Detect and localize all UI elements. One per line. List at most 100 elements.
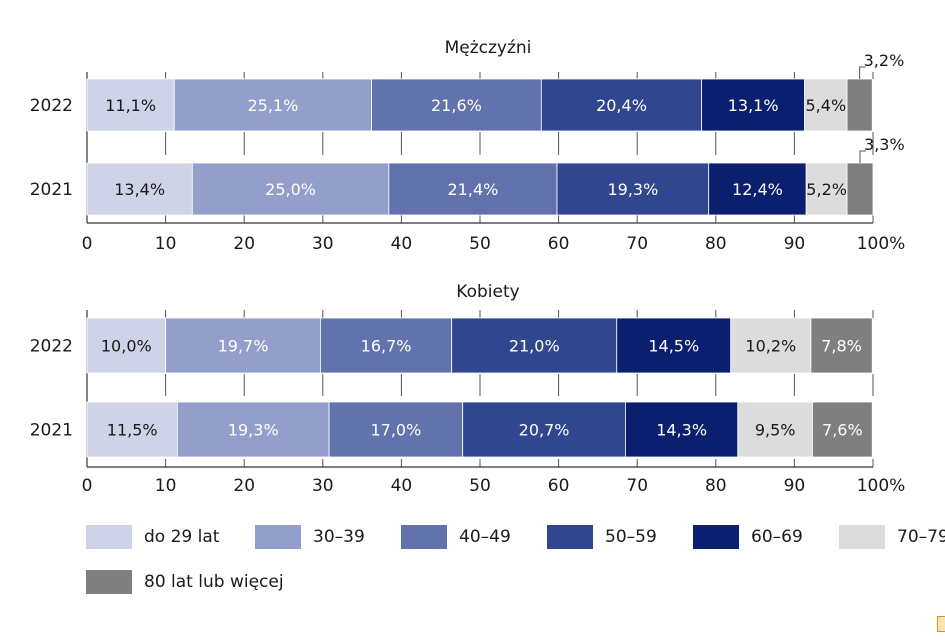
row-label: 2021	[30, 421, 73, 441]
legend-item: 80 lat lub więcej	[86, 570, 284, 594]
row-label: 2022	[30, 337, 73, 357]
x-tick-label: 20	[233, 234, 255, 254]
data-label: 16,7%	[361, 337, 412, 356]
bar-segment	[371, 78, 542, 132]
bar-segment	[616, 317, 732, 374]
legend-label: 50–59	[605, 527, 657, 547]
data-label: 9,5%	[755, 421, 796, 440]
row-label: 2022	[30, 96, 73, 116]
bar-segment	[540, 78, 703, 132]
data-label: 20,4%	[596, 96, 647, 115]
bar-segment	[328, 401, 464, 458]
bar-segment	[86, 401, 178, 458]
bar-segment	[846, 78, 873, 132]
bar-segment	[810, 317, 873, 374]
x-tick-label: 50	[469, 476, 491, 496]
data-label: 13,1%	[728, 96, 779, 115]
legend-item: 60–69	[693, 525, 803, 549]
data-label: 7,6%	[822, 421, 863, 440]
bar-segment	[173, 78, 372, 132]
data-label-callout: 3,3%	[864, 135, 905, 154]
x-tick-label: 60	[548, 476, 570, 496]
bar-segment	[805, 162, 848, 216]
bar-segment	[165, 317, 321, 374]
data-label: 5,4%	[806, 96, 847, 115]
data-label: 21,6%	[431, 96, 482, 115]
legend-swatch	[255, 525, 301, 549]
legend-label: 70–79	[897, 527, 945, 547]
bar-segment	[625, 401, 739, 458]
x-tick-label: 10	[155, 234, 177, 254]
data-label: 10,2%	[745, 337, 796, 356]
legend-item: do 29 lat	[86, 525, 219, 549]
bar-segment	[804, 78, 848, 132]
data-label: 21,4%	[448, 180, 499, 199]
x-tick-label: 40	[391, 476, 413, 496]
x-tick-label: 40	[391, 234, 413, 254]
bar-segment	[846, 162, 874, 216]
data-label: 7,8%	[821, 337, 862, 356]
data-label: 17,0%	[370, 421, 421, 440]
x-tick-label: 50	[469, 234, 491, 254]
callout-line	[859, 150, 867, 163]
data-label: 12,4%	[732, 180, 783, 199]
legend-label: 30–39	[313, 527, 365, 547]
x-tick-label: 10	[155, 476, 177, 496]
panel-title: Mężczyźni	[445, 38, 532, 58]
data-label: 19,3%	[228, 421, 279, 440]
data-label: 19,3%	[607, 180, 658, 199]
x-tick-label: 20	[233, 476, 255, 496]
bar-segment	[451, 317, 618, 374]
data-label: 14,5%	[648, 337, 699, 356]
bar-segment	[556, 162, 710, 216]
data-label: 11,5%	[107, 421, 158, 440]
x-tick-label: 0	[82, 476, 93, 496]
x-tick-label: 60	[548, 234, 570, 254]
callout-line	[859, 66, 866, 79]
x-tick-label: 100%	[857, 476, 906, 496]
bar-segment	[737, 401, 813, 458]
legend-swatch	[693, 525, 739, 549]
legend-label: do 29 lat	[144, 527, 220, 547]
x-tick-label: 100%	[857, 234, 906, 254]
legend-swatch	[547, 525, 593, 549]
panel-title: Kobiety	[456, 282, 519, 302]
row-label: 2021	[30, 180, 73, 200]
x-tick-label: 70	[626, 476, 648, 496]
legend-item: 40–49	[401, 525, 511, 549]
x-tick-label: 0	[82, 234, 93, 254]
bar-segment	[191, 162, 390, 216]
bar-segment	[86, 78, 175, 132]
data-label: 11,1%	[105, 96, 156, 115]
corner-marker-icon	[937, 616, 945, 632]
bar-segment	[388, 162, 558, 216]
data-label: 19,7%	[218, 337, 269, 356]
data-label-callout: 3,2%	[864, 51, 905, 70]
data-label: 21,0%	[509, 337, 560, 356]
x-tick-label: 90	[784, 476, 806, 496]
legend-item: 70–79	[839, 525, 945, 549]
x-tick-label: 80	[705, 234, 727, 254]
legend-swatch	[839, 525, 885, 549]
bar-segment	[320, 317, 453, 374]
x-tick-label: 90	[784, 234, 806, 254]
legend-label: 60–69	[751, 527, 803, 547]
legend-label: 40–49	[459, 527, 511, 547]
data-label: 14,3%	[656, 421, 707, 440]
legend-swatch	[401, 525, 447, 549]
legend-swatch	[86, 525, 132, 549]
data-label: 13,4%	[114, 180, 165, 199]
bar-segment	[176, 401, 330, 458]
legend-swatch	[86, 570, 132, 594]
legend-label: 80 lat lub więcej	[144, 572, 284, 592]
legend-item: 50–59	[547, 525, 657, 549]
bar-segment	[812, 401, 873, 458]
x-tick-label: 30	[312, 476, 334, 496]
data-label: 5,2%	[806, 180, 847, 199]
data-label: 25,0%	[265, 180, 316, 199]
bar-segment	[708, 162, 807, 216]
data-label: 25,1%	[247, 96, 298, 115]
x-tick-label: 30	[312, 234, 334, 254]
data-label: 10,0%	[101, 337, 152, 356]
